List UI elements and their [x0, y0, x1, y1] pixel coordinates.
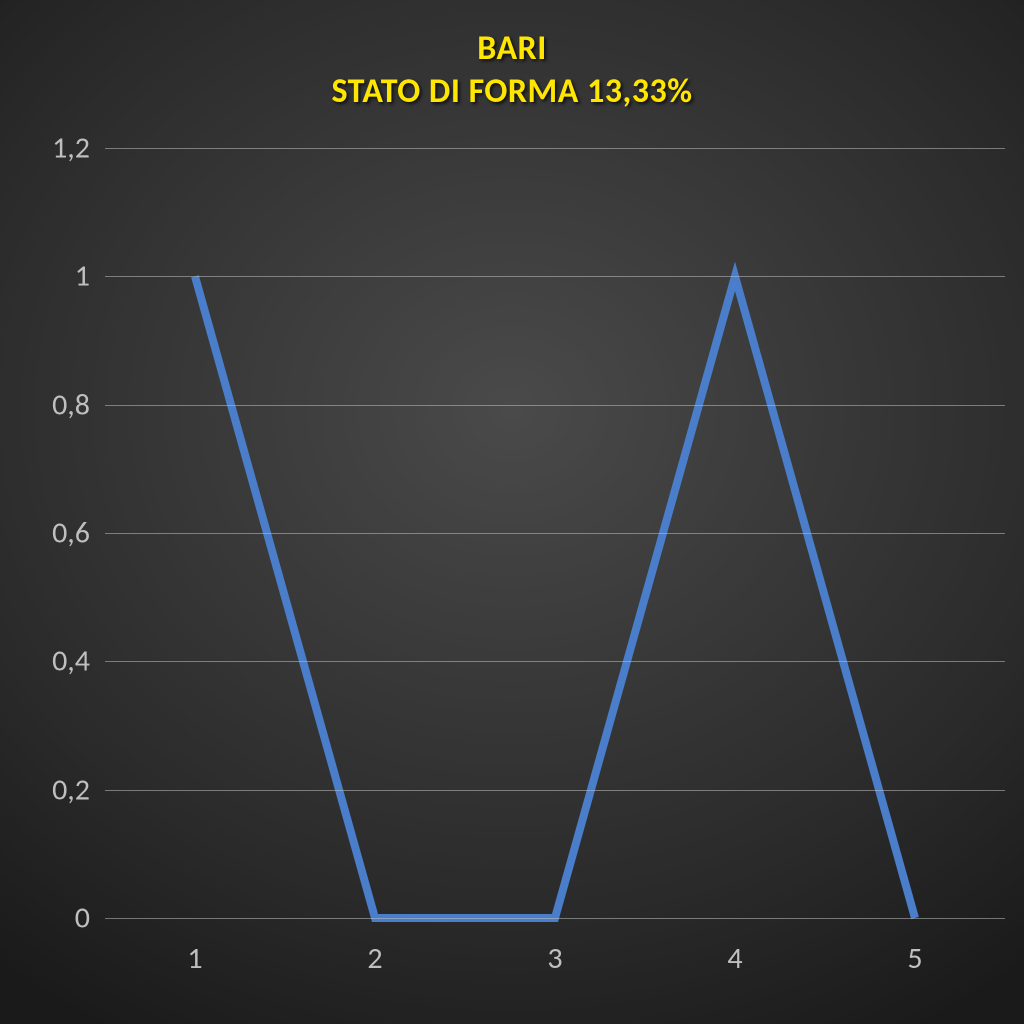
- y-axis-label: 1: [30, 258, 90, 295]
- chart-title-line1: BARI: [0, 28, 1024, 71]
- x-axis-label: 4: [715, 940, 755, 977]
- y-axis-label: 0,6: [30, 515, 90, 552]
- gridline: [105, 148, 1005, 149]
- chart-title: BARI STATO DI FORMA 13,33%: [0, 28, 1024, 113]
- y-axis-label: 1,2: [30, 130, 90, 167]
- plot-area: 00,20,40,60,811,212345: [105, 148, 1005, 918]
- gridline: [105, 790, 1005, 791]
- gridline: [105, 276, 1005, 277]
- y-axis-label: 0,4: [30, 643, 90, 680]
- x-axis-label: 5: [895, 940, 935, 977]
- gridline: [105, 661, 1005, 662]
- gridline: [105, 405, 1005, 406]
- data-line: [195, 276, 915, 918]
- x-axis-label: 2: [355, 940, 395, 977]
- x-axis-label: 3: [535, 940, 575, 977]
- y-axis-label: 0,2: [30, 771, 90, 808]
- x-axis-label: 1: [175, 940, 215, 977]
- y-axis-label: 0,8: [30, 386, 90, 423]
- chart-title-line2: STATO DI FORMA 13,33%: [0, 71, 1024, 114]
- gridline: [105, 533, 1005, 534]
- y-axis-label: 0: [30, 900, 90, 937]
- gridline: [105, 918, 1005, 919]
